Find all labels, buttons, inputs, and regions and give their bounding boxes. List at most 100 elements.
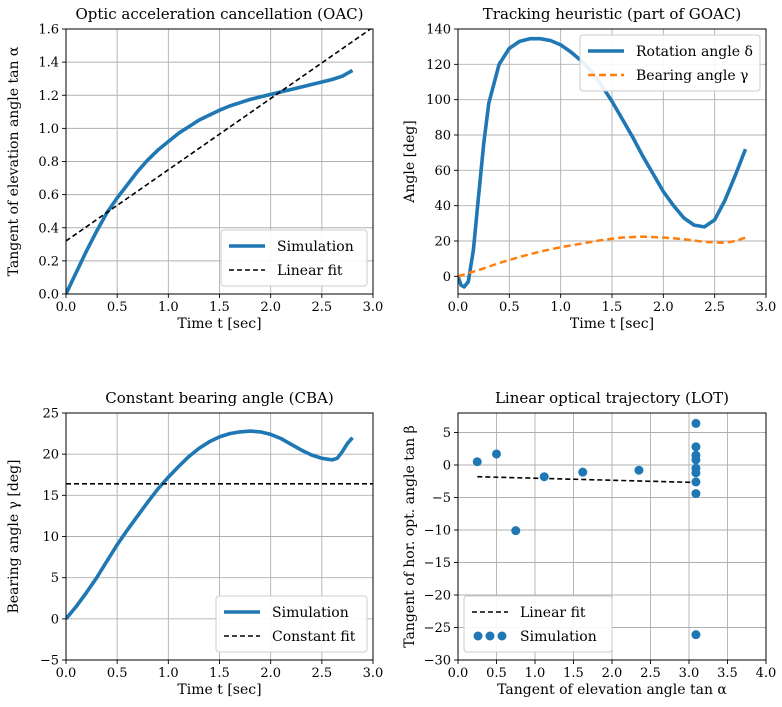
series-line-1 bbox=[477, 475, 697, 484]
legend-label: Bearing angle γ bbox=[636, 68, 748, 84]
y-tick-label: −10 bbox=[424, 524, 451, 539]
x-tick-label: 1.0 bbox=[550, 300, 571, 315]
legend: Linear fit Simulation bbox=[463, 595, 613, 653]
legend-marker bbox=[473, 631, 483, 641]
legend: Simulation Constant fit bbox=[215, 595, 368, 653]
x-tick-label: 0.0 bbox=[448, 666, 469, 681]
plot-area bbox=[477, 475, 697, 484]
x-tick-label: 3.0 bbox=[363, 300, 384, 315]
y-tick-label: 5 bbox=[51, 571, 59, 586]
legend-label: Simulation bbox=[277, 239, 354, 255]
y-tick-label: 0 bbox=[51, 612, 59, 627]
x-tick-label: 2.0 bbox=[260, 666, 281, 681]
x-tick-label: 4.0 bbox=[756, 666, 777, 681]
x-tick-label: 1.0 bbox=[158, 300, 179, 315]
data-point bbox=[691, 455, 701, 465]
data-point bbox=[539, 472, 549, 482]
x-tick-label: 3.5 bbox=[717, 666, 738, 681]
x-tick-label: 1.5 bbox=[209, 666, 230, 681]
y-tick-label: −20 bbox=[424, 589, 451, 604]
x-tick-label: 2.5 bbox=[704, 300, 725, 315]
y-tick-label: 10 bbox=[42, 530, 59, 545]
data-point bbox=[691, 477, 701, 487]
x-axis-label: Time t [sec] bbox=[570, 316, 654, 332]
data-point bbox=[492, 449, 501, 459]
chart-panel-2: 0.0 0.5 1.0 1.5 2.0 2.5 3.0 0 20 40 60 80 100 120 140 T… bbox=[402, 5, 776, 332]
x-tick-label: 0.0 bbox=[56, 666, 77, 681]
x-tick-label: 0.5 bbox=[486, 666, 507, 681]
x-axis-label: Tangent of elevation angle tan α bbox=[497, 682, 727, 698]
y-tick-label: 1.4 bbox=[38, 56, 59, 71]
data-point bbox=[511, 526, 521, 536]
legend-label: Rotation angle δ bbox=[636, 44, 753, 60]
x-tick-label: 0.0 bbox=[56, 300, 77, 315]
axes-frame bbox=[65, 28, 374, 295]
data-point bbox=[691, 442, 701, 452]
y-tick-label: 1.0 bbox=[38, 122, 59, 137]
x-axis-label: Time t [sec] bbox=[177, 316, 261, 332]
x-tick-label: 3.0 bbox=[679, 666, 700, 681]
y-tick-label: 25 bbox=[42, 407, 59, 422]
x-tick-label: 2.0 bbox=[653, 300, 674, 315]
y-axis-label: Bearing angle γ [deg] bbox=[6, 459, 22, 613]
x-tick-label: 2.5 bbox=[311, 666, 332, 681]
legend-box bbox=[220, 229, 368, 287]
legend-marker bbox=[497, 631, 507, 641]
x-tick-label: 2.0 bbox=[260, 300, 281, 315]
chart-panel-1: 0.0 0.5 1.0 1.5 2.0 2.5 3.0 0.0 0.2 0.4 0.6 0.8 1.0 1… bbox=[6, 5, 383, 332]
y-tick-label: 0.2 bbox=[38, 254, 59, 269]
chart-title: Tracking heuristic (part of GOAC) bbox=[483, 5, 741, 23]
plot-area bbox=[66, 429, 373, 620]
legend-box bbox=[215, 595, 368, 653]
series-line-1 bbox=[66, 68, 354, 294]
x-tick-label: 3.0 bbox=[363, 666, 384, 681]
axes-frame bbox=[457, 28, 767, 295]
x-tick-label: 3.0 bbox=[756, 300, 777, 315]
y-tick-label: 80 bbox=[434, 129, 451, 144]
data-point bbox=[691, 468, 701, 478]
y-tick-label: 1.6 bbox=[38, 23, 59, 38]
legend-label: Constant fit bbox=[272, 629, 356, 645]
y-tick-label: 100 bbox=[426, 93, 451, 108]
x-tick-label: 1.5 bbox=[563, 666, 584, 681]
data-point bbox=[691, 418, 701, 428]
y-tick-label: 20 bbox=[434, 235, 451, 250]
y-tick-label: 40 bbox=[434, 199, 451, 214]
data-point bbox=[472, 457, 482, 467]
legend: Simulation Linear fit bbox=[220, 229, 368, 287]
data-point bbox=[691, 630, 701, 640]
y-tick-label: −5 bbox=[432, 491, 451, 506]
y-tick-label: 140 bbox=[426, 23, 451, 38]
data-point bbox=[578, 467, 588, 477]
legend-label: Linear fit bbox=[277, 263, 343, 279]
x-tick-label: 0.0 bbox=[448, 300, 469, 315]
y-tick-label: 15 bbox=[42, 489, 59, 504]
legend-marker bbox=[485, 631, 495, 641]
plot-area bbox=[66, 29, 372, 294]
legend-label: Simulation bbox=[520, 629, 597, 645]
chart-title: Linear optical trajectory (LOT) bbox=[495, 389, 729, 407]
legend-label: Linear fit bbox=[520, 605, 586, 621]
x-tick-label: 2.0 bbox=[602, 666, 623, 681]
x-tick-label: 1.5 bbox=[602, 300, 623, 315]
series-line-2 bbox=[458, 235, 746, 278]
y-tick-label: 60 bbox=[434, 164, 451, 179]
y-tick-label: 0.6 bbox=[38, 188, 59, 203]
y-tick-label: 5 bbox=[443, 426, 451, 441]
y-tick-label: 0.0 bbox=[38, 288, 59, 303]
chart-title: Optic acceleration cancellation (OAC) bbox=[75, 5, 363, 23]
y-tick-label: 20 bbox=[42, 448, 59, 463]
x-axis-label: Time t [sec] bbox=[177, 682, 261, 698]
legend: Rotation angle δ Bearing angle γ bbox=[579, 34, 761, 92]
y-axis-label: Tangent of hor. opt. angle tan β bbox=[402, 425, 418, 648]
y-axis-label: Tangent of elevation angle tan α bbox=[6, 46, 22, 276]
y-tick-label: 0 bbox=[443, 270, 451, 285]
axes-frame bbox=[65, 412, 374, 661]
y-tick-label: −30 bbox=[424, 654, 451, 669]
chart-panel-4: 0.0 0.5 1.0 1.5 2.0 2.5 3.0 3.5 4.0 −30 −25 −20 −15 −… bbox=[402, 389, 776, 698]
y-tick-label: 120 bbox=[426, 58, 451, 73]
x-tick-label: 1.0 bbox=[158, 666, 179, 681]
x-tick-label: 2.5 bbox=[640, 666, 661, 681]
y-tick-label: 0 bbox=[443, 459, 451, 474]
